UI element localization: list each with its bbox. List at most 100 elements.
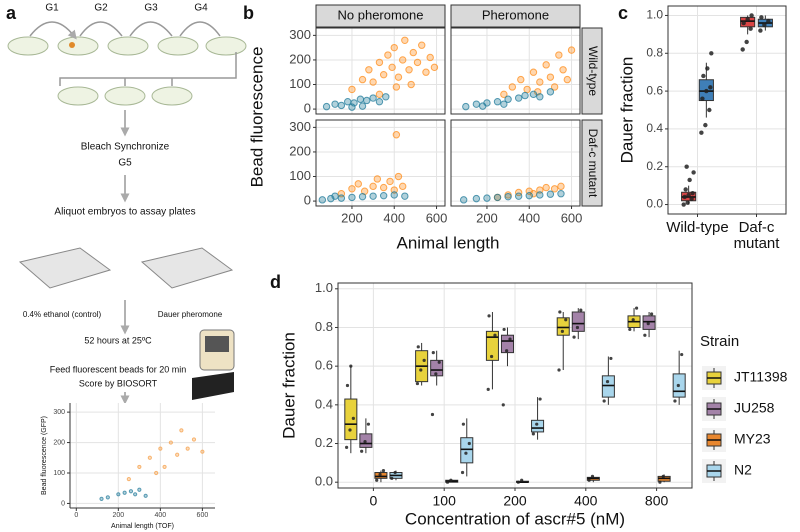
point — [422, 358, 426, 362]
point — [388, 63, 396, 72]
point — [434, 372, 438, 376]
point — [354, 180, 362, 188]
point — [514, 94, 523, 102]
box — [556, 317, 570, 336]
x-tick-label: 600 — [426, 210, 448, 225]
point — [546, 88, 555, 96]
point — [331, 192, 339, 200]
point — [683, 187, 688, 192]
point — [487, 314, 491, 318]
point — [348, 85, 356, 94]
strip-label: Daf-c mutant — [586, 129, 600, 198]
point — [559, 66, 567, 74]
point — [449, 478, 453, 482]
y-tick-label: 0.4 — [646, 121, 663, 135]
point — [381, 468, 386, 473]
point — [531, 432, 535, 436]
y-tick-label: 1.0 — [646, 8, 663, 22]
point — [500, 90, 508, 99]
point — [687, 177, 692, 183]
point — [393, 470, 397, 475]
point — [390, 43, 398, 52]
x-tick-label: 400 — [155, 512, 167, 519]
point — [748, 26, 753, 31]
point — [766, 18, 771, 24]
point — [392, 131, 401, 139]
point — [690, 191, 695, 196]
point — [685, 200, 690, 205]
legend-title: Strain — [700, 333, 739, 350]
point — [143, 493, 148, 498]
point — [405, 66, 413, 74]
point — [525, 191, 533, 200]
point — [536, 78, 544, 86]
point — [358, 75, 367, 84]
y-tick-label: 0.8 — [315, 319, 333, 334]
box — [430, 359, 444, 377]
point — [390, 191, 398, 199]
point — [401, 36, 409, 44]
point — [590, 474, 595, 478]
y-tick-label: 0.0 — [646, 197, 663, 211]
strip — [315, 4, 446, 28]
point — [375, 58, 384, 67]
point — [676, 383, 680, 388]
point — [602, 399, 606, 403]
panel-label: d — [270, 272, 281, 292]
legend-label: JT11398 — [734, 369, 788, 385]
point — [422, 68, 430, 76]
point — [650, 312, 654, 316]
strip — [581, 27, 603, 115]
point — [122, 490, 127, 495]
transfer-arrows — [29, 21, 221, 36]
point — [331, 100, 339, 108]
point — [759, 15, 764, 20]
point — [744, 39, 749, 45]
point — [133, 492, 138, 497]
point — [318, 196, 327, 204]
point — [461, 422, 465, 426]
plate-label: 0.4% ethanol (control) — [23, 310, 102, 319]
point — [158, 446, 163, 451]
point — [700, 96, 705, 101]
point — [502, 327, 506, 332]
point — [682, 194, 687, 200]
point — [684, 164, 689, 169]
point — [430, 63, 439, 72]
y-tick-label: 0.2 — [646, 159, 663, 173]
point — [741, 20, 746, 26]
legend-label: JU258 — [734, 400, 775, 416]
point — [366, 422, 371, 426]
y-tick-label: 0 — [304, 101, 311, 116]
plot-border — [450, 119, 581, 207]
point — [689, 196, 694, 202]
point — [564, 318, 568, 322]
x-tick-label: 0 — [370, 493, 378, 509]
x-tick-label: 0 — [74, 512, 78, 519]
strip — [450, 4, 581, 28]
generation: G4 — [194, 3, 208, 14]
point — [378, 472, 382, 477]
point — [605, 380, 610, 384]
legend-label: MY23 — [734, 431, 771, 447]
point — [701, 73, 706, 79]
x-tick-label: Wild-type — [666, 219, 729, 236]
point — [634, 306, 639, 310]
x-tick-label: 400 — [518, 210, 540, 225]
x-tick-label: 200 — [341, 210, 363, 225]
x-tick-label: 600 — [561, 210, 583, 225]
y-tick-label: 300 — [53, 409, 65, 416]
point — [758, 28, 763, 33]
point — [557, 368, 561, 372]
point — [399, 56, 407, 64]
point — [351, 416, 355, 420]
point — [740, 47, 745, 52]
point — [514, 192, 523, 200]
point — [546, 190, 555, 198]
point — [686, 192, 691, 198]
point — [516, 480, 520, 484]
point — [523, 85, 531, 94]
plot-border — [337, 282, 693, 489]
point — [555, 51, 563, 59]
point — [529, 90, 538, 99]
